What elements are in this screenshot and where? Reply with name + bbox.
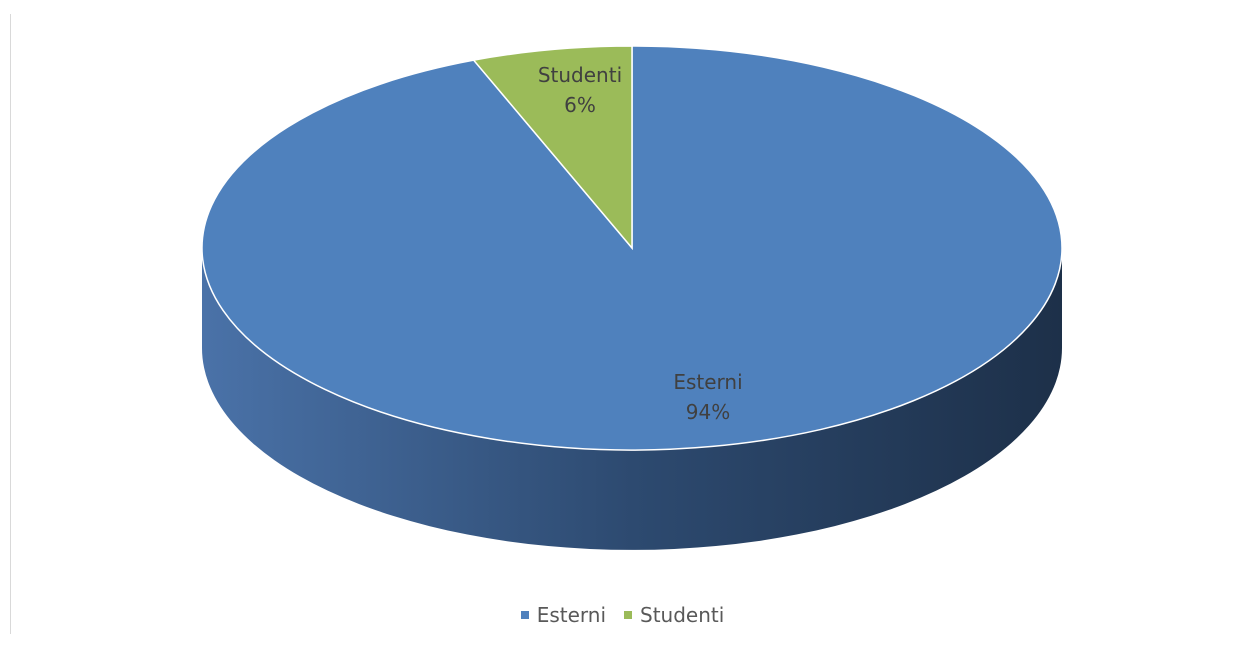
chart-border — [10, 14, 11, 634]
data-label-value-esterni: 94% — [686, 400, 730, 424]
data-label-value-studenti: 6% — [564, 93, 596, 117]
legend-label-studenti: Studenti — [640, 603, 725, 627]
pie-chart: Esterni 94% Studenti 6% — [201, 45, 1063, 550]
data-label-category-studenti: Studenti — [538, 63, 622, 87]
pie-side-esterni — [202, 248, 1062, 550]
legend-label-esterni: Esterni — [536, 603, 606, 627]
legend-item-esterni: Esterni — [520, 603, 606, 627]
legend-item-studenti: Studenti — [624, 603, 724, 627]
pie-slice-studenti — [472, 45, 633, 251]
data-label-category-esterni: Esterni — [673, 370, 742, 394]
pie-top-group — [201, 45, 1063, 451]
pie-side-group — [202, 248, 1062, 550]
legend: Esterni Studenti — [0, 603, 1245, 627]
pie-labels-group: Esterni 94% Studenti 6% — [538, 63, 743, 424]
legend-swatch-studenti — [624, 611, 632, 619]
legend-swatch-esterni — [520, 611, 529, 619]
